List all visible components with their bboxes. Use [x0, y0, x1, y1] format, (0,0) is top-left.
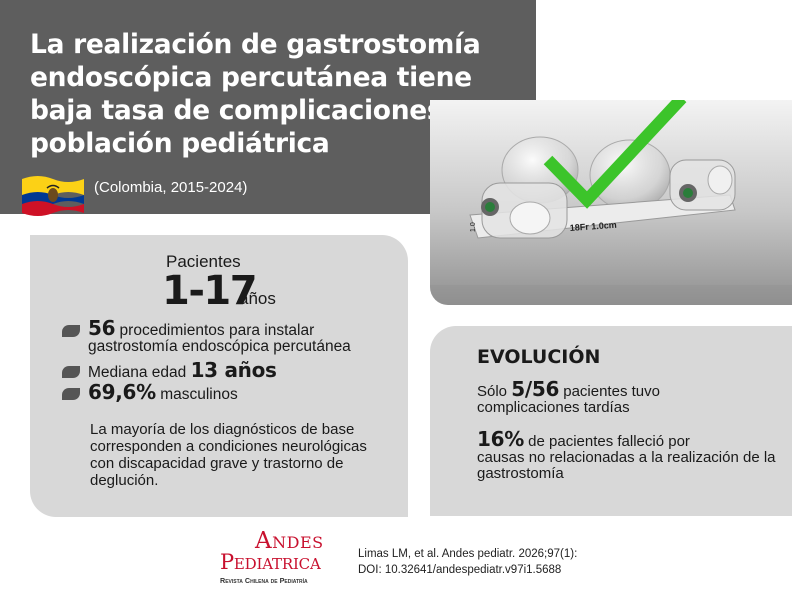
evolution-panel [430, 326, 792, 516]
page-title: La realización de gastrostomía endoscópi… [30, 29, 488, 159]
procedures-item: 56 procedimientos para instalar gastrost… [88, 316, 351, 355]
subtitle: (Colombia, 2015-2024) [94, 179, 248, 196]
bullet-icon [62, 388, 80, 400]
device-label: 18Fr 1.0cm [569, 220, 617, 233]
patients-panel [30, 235, 408, 517]
logo-line3: Revista Chilena de Pediatría [220, 576, 308, 585]
patients-label: Pacientes [166, 252, 241, 271]
mortality-item: 16% de pacientes falleció por causas no … [477, 427, 776, 482]
bullet-icon [62, 325, 80, 337]
citation: Limas LM, et al. Andes pediatr. 2026;97(… [358, 546, 577, 578]
complications-item: Sólo 5/56 pacientes tuvo complicaciones … [477, 377, 660, 416]
device-photo: 18Fr 1.0cm 1.0 [430, 100, 792, 305]
age-unit: años [239, 289, 276, 308]
evolution-title: EVOLUCIÓN [477, 346, 601, 368]
age-range: 1-17 [162, 268, 258, 314]
check-mark-icon [543, 100, 687, 209]
logo-line2: Pediatrica [220, 550, 321, 574]
median-age-item: Mediana edad 13 años [88, 358, 277, 382]
device-size-mark: 1.0 [470, 222, 477, 232]
colombia-flag-icon [22, 176, 84, 216]
diagnosis-paragraph: La mayoría de los diagnósticos de base c… [90, 421, 367, 489]
citation-line1: Limas LM, et al. Andes pediatr. 2026;97(… [358, 548, 578, 560]
logo-line1: Andes [255, 528, 324, 554]
citation-doi: DOI: 10.32641/andespediatr.v97i1.5688 [358, 564, 562, 576]
male-percent-item: 69,6% masculinos [88, 380, 238, 404]
bullet-icon [62, 366, 80, 378]
